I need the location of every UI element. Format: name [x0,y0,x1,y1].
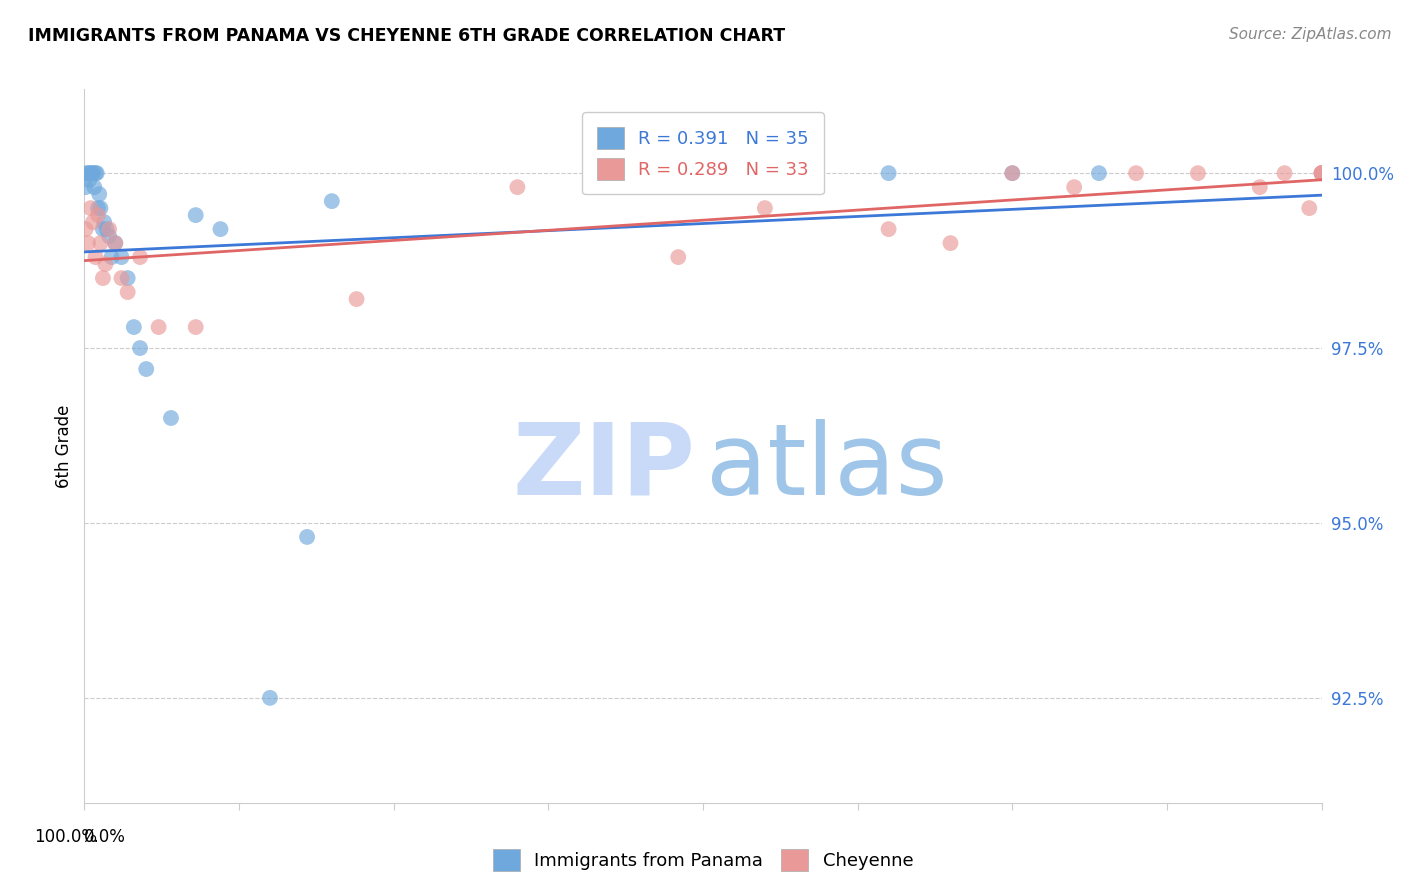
Point [160,411,183,425]
Y-axis label: 6th Grade: 6th Grade [55,404,73,488]
Point [1310,166,1333,180]
Point [87,208,110,222]
Point [129,341,152,355]
Point [184,208,207,222]
Point [1088,166,1111,180]
Point [117,271,139,285]
Point [110,271,132,285]
Point [754,201,776,215]
Point [98,229,121,244]
Point [259,690,281,705]
Point [1187,166,1209,180]
Point [1310,166,1333,180]
Point [117,285,139,299]
Point [692,166,714,180]
Point [75,180,97,194]
Point [91,222,114,236]
Point [1274,166,1296,180]
Text: atlas: atlas [706,419,948,516]
Point [87,201,110,215]
Point [84,250,107,264]
Point [104,236,127,251]
Point [82,215,104,229]
Text: 0.0%: 0.0% [84,828,127,846]
Point [98,222,121,236]
Point [321,194,343,208]
Point [1310,166,1333,180]
Text: ZIP: ZIP [513,419,696,516]
Point [122,320,145,334]
Text: 100.0%: 100.0% [34,828,97,846]
Point [93,215,115,229]
Point [89,236,111,251]
Point [1249,180,1271,194]
Point [100,250,122,264]
Point [184,320,207,334]
Point [91,271,114,285]
Point [86,166,108,180]
Point [346,292,368,306]
Point [939,236,962,251]
Point [877,222,900,236]
Point [80,166,103,180]
Point [77,166,100,180]
Point [77,236,100,251]
Point [76,166,98,180]
Point [1063,180,1085,194]
Point [79,166,101,180]
Point [110,250,132,264]
Point [89,201,111,215]
Legend: R = 0.391   N = 35, R = 0.289   N = 33: R = 0.391 N = 35, R = 0.289 N = 33 [582,112,824,194]
Legend: Immigrants from Panama, Cheyenne: Immigrants from Panama, Cheyenne [485,842,921,879]
Point [209,222,232,236]
Point [129,250,152,264]
Text: Source: ZipAtlas.com: Source: ZipAtlas.com [1229,27,1392,42]
Point [1001,166,1024,180]
Point [1001,166,1024,180]
Text: IMMIGRANTS FROM PANAMA VS CHEYENNE 6TH GRADE CORRELATION CHART: IMMIGRANTS FROM PANAMA VS CHEYENNE 6TH G… [28,27,785,45]
Point [82,166,104,180]
Point [877,166,900,180]
Point [135,362,157,376]
Point [1310,166,1333,180]
Point [104,236,127,251]
Point [96,222,118,236]
Point [506,180,529,194]
Point [1125,166,1147,180]
Point [1298,201,1320,215]
Point [295,530,318,544]
Point [94,257,117,271]
Point [666,250,689,264]
Point [89,187,111,202]
Point [84,166,107,180]
Point [75,222,97,236]
Point [83,180,105,194]
Point [79,173,101,187]
Point [1310,166,1333,180]
Point [79,201,101,215]
Point [148,320,170,334]
